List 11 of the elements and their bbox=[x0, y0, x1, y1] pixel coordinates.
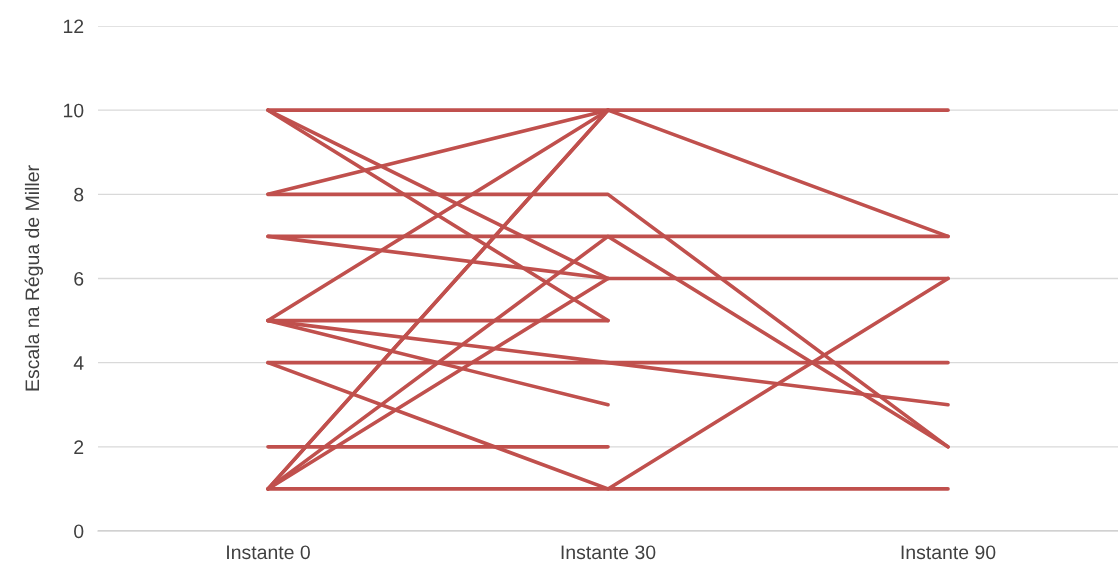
y-tick-label: 10 bbox=[63, 103, 84, 118]
y-tick-label: 4 bbox=[73, 356, 84, 370]
y-tick-label: 2 bbox=[74, 440, 84, 454]
x-tick-label: Instante 90 bbox=[901, 545, 996, 560]
y-tick-label: 8 bbox=[74, 187, 84, 202]
y-tick-label: 0 bbox=[74, 524, 84, 539]
y-tick-label: 12 bbox=[63, 19, 84, 34]
x-tick-label: Instante 0 bbox=[227, 545, 310, 560]
x-tick-label: Instante 30 bbox=[561, 545, 656, 560]
y-tick-label: 6 bbox=[74, 271, 84, 286]
y-axis-title: Escala na Régua de Miller bbox=[24, 165, 44, 391]
